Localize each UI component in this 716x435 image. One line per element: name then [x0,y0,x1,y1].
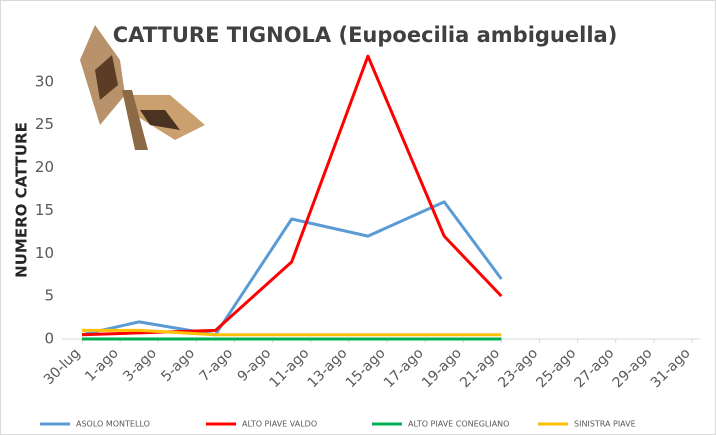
y-tick-label: 5 [44,287,54,305]
legend-label: ALTO PIAVE CONEGLIANO [408,420,509,429]
y-axis-label: NUMERO CATTURE [13,122,31,278]
y-tick-label: 30 [35,72,54,90]
chart-title: CATTURE TIGNOLA (Eupoecilia ambiguella) [113,23,618,47]
legend-label: ASOLO MONTELLO [76,420,150,429]
legend-label: SINISTRA PIAVE [574,420,636,429]
y-tick-label: 0 [44,330,54,348]
chart: CATTURE TIGNOLA (Eupoecilia ambiguella) … [0,0,716,435]
y-tick-label: 15 [35,201,54,219]
legend-label: ALTO PIAVE VALDO [242,420,317,429]
y-tick-label: 25 [35,115,54,133]
y-tick-label: 20 [35,158,54,176]
y-tick-label: 10 [35,244,54,262]
